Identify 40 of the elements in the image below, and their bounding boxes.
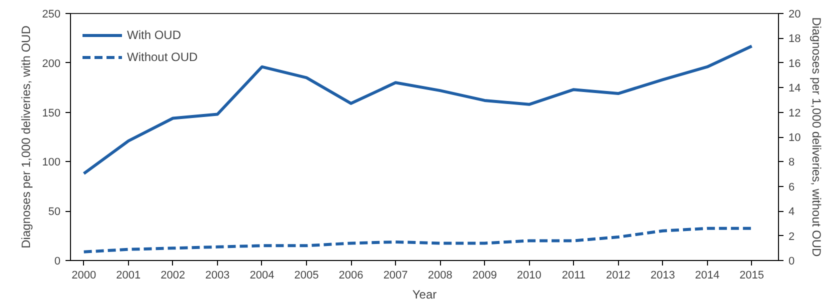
y2-tick-label: 2 — [788, 230, 795, 243]
line-series — [82, 44, 754, 176]
x-tick-label: 2005 — [294, 270, 319, 282]
y2-tick-label: 8 — [788, 156, 795, 169]
x-tick-label: 2003 — [205, 270, 230, 282]
y-axis-title: Diagnoses per 1,000 deliveries, with OUD — [19, 25, 34, 248]
y2-tick-label: 14 — [788, 82, 801, 95]
x-tick-label: 2015 — [740, 270, 764, 282]
x-tick-label: 2007 — [383, 270, 408, 282]
x-tick-label: 2013 — [650, 270, 675, 282]
legend-label: Without OUD — [127, 50, 198, 64]
x-tick-label: 2002 — [160, 270, 186, 282]
y2-tick-label: 12 — [788, 107, 801, 120]
y2-tick-label: 4 — [788, 206, 795, 218]
y2-tick-label: 16 — [788, 58, 801, 70]
x-tick-label: 2004 — [250, 270, 274, 282]
y2-tick-label: 18 — [788, 33, 801, 46]
x-tick-label: 2010 — [516, 270, 542, 282]
x-tick-label: 2011 — [562, 270, 586, 282]
x-tick-label: 2014 — [695, 270, 720, 282]
y-tick-label: 0 — [54, 256, 61, 268]
y2-tick-label: 6 — [788, 181, 795, 194]
line-series — [82, 226, 754, 254]
x-tick-label: 2012 — [606, 270, 630, 282]
x-tick-label: 2008 — [428, 270, 452, 282]
y2-tick-label: 10 — [788, 132, 801, 144]
y2-axis-title: Diagnoses per 1,000 deliveries, without OUD — [810, 17, 824, 258]
x-axis-title: Year — [412, 288, 437, 302]
x-tick-label: 2000 — [72, 270, 96, 282]
y-tick-label: 100 — [42, 156, 61, 169]
y-tick-label: 250 — [42, 8, 61, 20]
x-tick-label: 2006 — [338, 270, 364, 282]
y-tick-label: 150 — [42, 107, 61, 120]
y2-tick-label: 0 — [788, 256, 795, 268]
y-tick-label: 200 — [42, 58, 61, 70]
x-tick-label: 2009 — [472, 270, 497, 282]
y-tick-label: 50 — [48, 206, 61, 218]
legend-label: With OUD — [127, 28, 181, 42]
x-tick-label: 2001 — [116, 270, 141, 282]
y2-tick-label: 20 — [788, 8, 801, 20]
